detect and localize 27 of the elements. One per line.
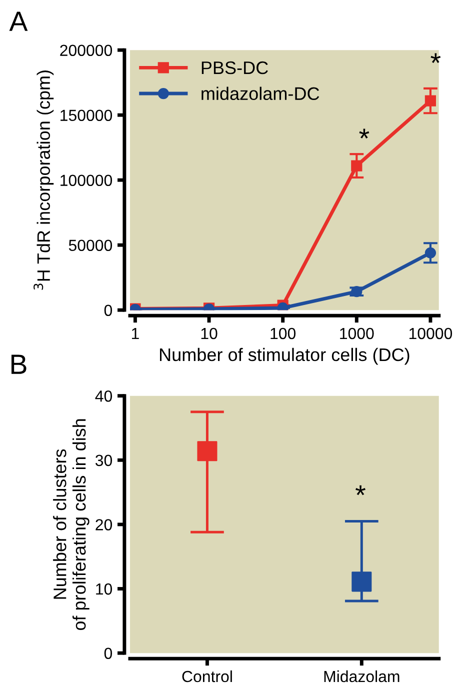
x-tick-label: 1 <box>132 328 139 340</box>
legend-label: midazolam-DC <box>202 86 320 100</box>
y-tick-label: 0 <box>104 304 112 316</box>
y-tick-label: 150000 <box>60 110 112 122</box>
y-tick-label: 40 <box>95 390 112 402</box>
x-tick-label: Midazolam <box>324 670 400 682</box>
x-tick-label: 100 <box>270 328 296 340</box>
y-tick-label: 20 <box>96 519 112 530</box>
y-axis-title: $^{3}$H TdR incorporation (cpm) <box>34 70 54 290</box>
x-tick-label: 10000 <box>409 328 452 340</box>
y-tick-label: 50000 <box>68 240 112 252</box>
y-tick-label: 30 <box>95 454 112 466</box>
y-tick-label: 200000 <box>60 44 112 56</box>
annotation: * <box>430 53 441 63</box>
x-axis-title: Number of stimulator cells (DC) <box>160 348 410 365</box>
annotation: * <box>359 128 370 138</box>
y-axis-title: Number of clusters of proliferating cells in dish <box>53 419 90 630</box>
text: B <box>12 354 26 374</box>
x-tick-label: 1000 <box>340 328 374 340</box>
legend-label: PBS-DC <box>202 61 268 74</box>
text: A <box>9 12 28 31</box>
y-tick-label: 0 <box>104 648 112 660</box>
x-tick-label: 10 <box>201 328 218 340</box>
y-tick-label: 10 <box>96 583 112 595</box>
x-tick-label: Control <box>182 670 232 682</box>
annotation: * <box>356 485 366 496</box>
y-tick-label: 100000 <box>60 174 112 186</box>
